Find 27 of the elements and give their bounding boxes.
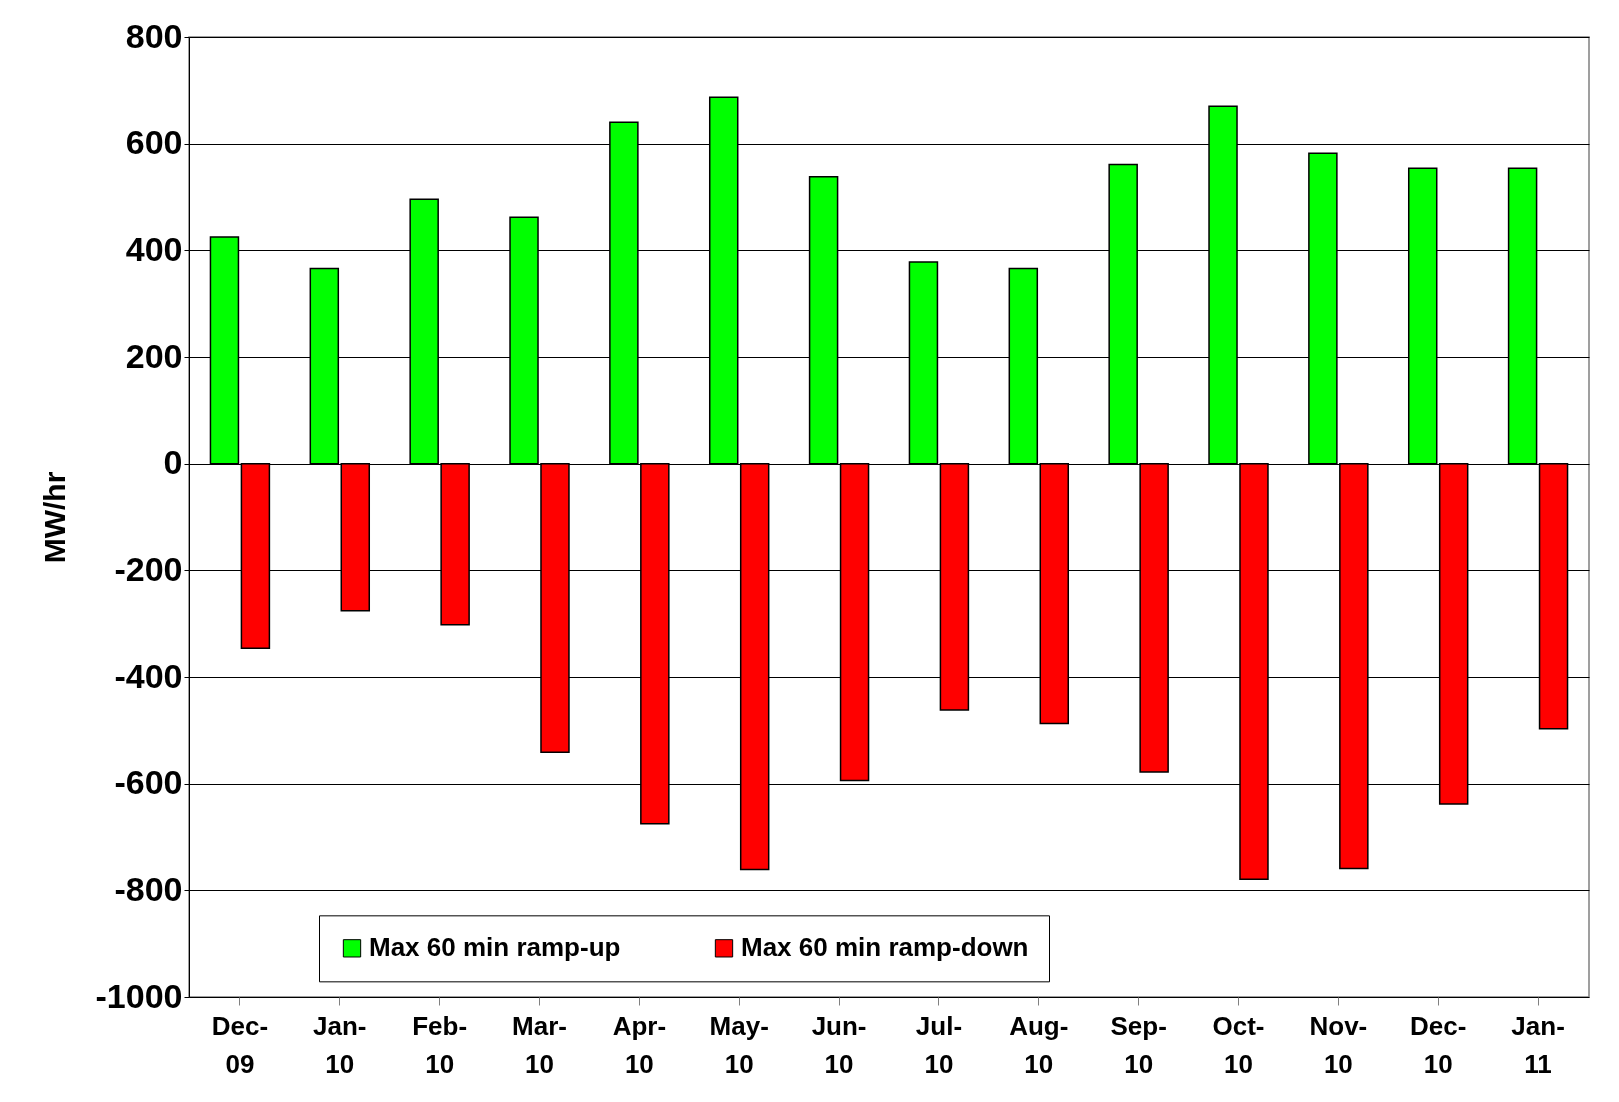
x-tick-label: Feb-10 (412, 1010, 468, 1079)
x-tick-label: Sep-10 (1110, 1010, 1167, 1079)
x-tick-label: Apr-10 (612, 1010, 667, 1079)
x-tick-label: Mar-10 (512, 1010, 567, 1079)
y-tick-label: -400 (114, 656, 183, 695)
y-tick-label: -1000 (95, 976, 183, 1015)
y-tick-label: -600 (114, 763, 183, 802)
x-tick-label: Jun-10 (811, 1010, 867, 1079)
y-tick-label: -800 (114, 869, 183, 908)
x-tick-label: Oct-10 (1212, 1010, 1265, 1079)
y-tick-label: 400 (125, 229, 183, 268)
y-tick-label: -200 (114, 549, 183, 588)
y-tick-label: 0 (163, 443, 183, 482)
x-tick-label: Jan-11 (1511, 1010, 1565, 1079)
y-tick-label: 800 (125, 16, 183, 55)
x-tick-label: May-10 (709, 1010, 769, 1079)
x-tick-label: Nov-10 (1309, 1010, 1368, 1079)
x-tick-label: Dec-09 (211, 1010, 269, 1079)
x-tick-label: Aug-10 (1009, 1010, 1069, 1079)
legend-label: Max 60 min ramp-up (369, 932, 621, 963)
x-tick-label: Dec-10 (1410, 1010, 1467, 1079)
y-tick-label: 600 (125, 123, 183, 162)
x-tick-label: Jan-10 (313, 1010, 367, 1079)
x-tick-label: Jul-10 (915, 1010, 963, 1079)
y-tick-label: 200 (125, 336, 183, 375)
y-axis-title: MW/hr (37, 471, 71, 564)
legend-label: Max 60 min ramp-down (741, 932, 1029, 963)
